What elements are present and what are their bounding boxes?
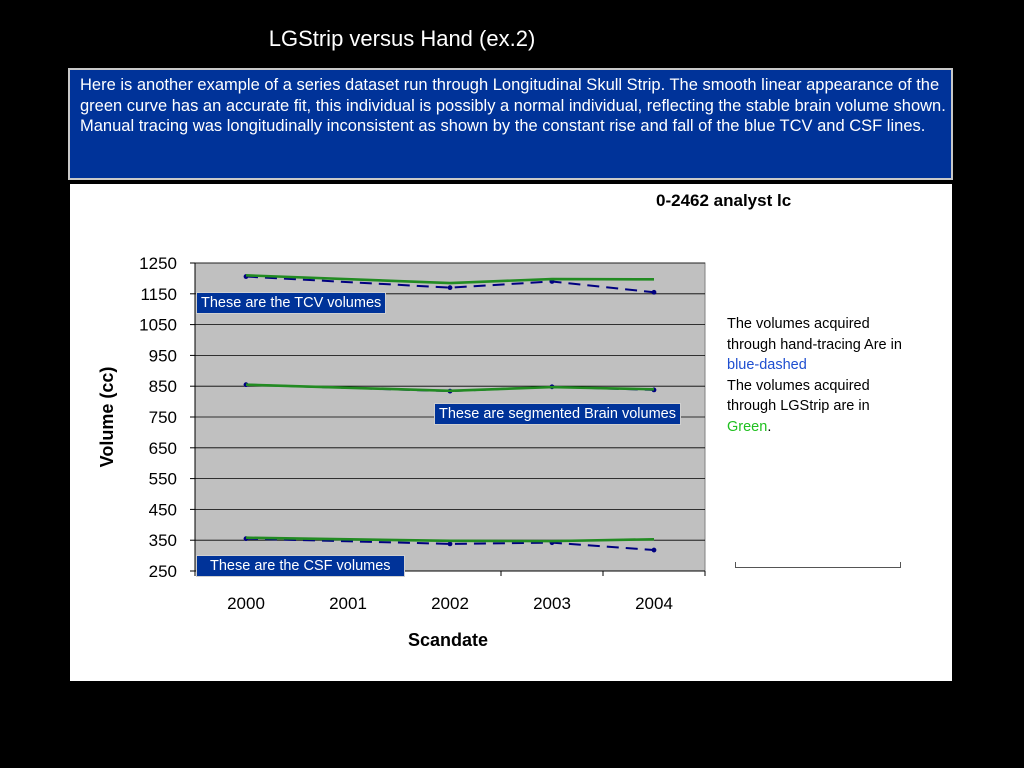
- y-axis-title: Volume (cc): [97, 367, 117, 468]
- series-csf-hand: [245, 537, 655, 552]
- point-csf-hand-2002: [447, 541, 453, 547]
- y-tick-1050: 1050: [139, 316, 177, 335]
- series-brain-lgstrip: [245, 383, 655, 393]
- legend-note-hand: The volumes acquired through hand-tracin…: [727, 316, 902, 353]
- point-csf-hand-2004: [651, 547, 657, 553]
- series-lines: [243, 274, 657, 553]
- x-tick-2002: 2002: [431, 594, 469, 613]
- y-tick-labels: 250 350 450 550 650 750 850 950 1050 1150 1250: [139, 254, 177, 581]
- y-tick-550: 550: [149, 470, 177, 489]
- x-tick-labels: 2000 2001 2002 2003 2004: [194, 571, 706, 613]
- point-tcv-hand-2004: [651, 289, 657, 295]
- series-tcv-hand: [245, 275, 655, 294]
- description-box: Here is another example of a series data…: [68, 68, 953, 180]
- slide-title: LGStrip versus Hand (ex.2): [268, 26, 536, 51]
- series-tcv-lgstrip: [245, 274, 655, 285]
- y-tick-1250: 1250: [139, 254, 177, 273]
- y-tick-450: 450: [149, 500, 177, 519]
- y-tick-1150: 1150: [140, 285, 177, 304]
- series-csf-lgstrip: [245, 536, 655, 543]
- bracket-decoration: [735, 562, 901, 568]
- callout-brain: These are segmented Brain volumes: [434, 403, 681, 425]
- chart-title: 0-2462 analyst lc: [656, 191, 792, 210]
- y-tick-250: 250: [149, 562, 177, 581]
- legend-note-lgstrip: The volumes acquired through LGStrip are…: [727, 377, 870, 415]
- x-axis-title: Scandate: [408, 630, 488, 650]
- x-tick-2004: 2004: [635, 594, 673, 613]
- y-tick-650: 650: [149, 439, 177, 458]
- chart-panel: 0-2462 analyst lc 250 350 450 550 650 750 850 9…: [70, 184, 952, 681]
- callout-tcv: These are the TCV volumes: [196, 292, 387, 314]
- legend-note: The volumes acquired through hand-tracin…: [727, 314, 907, 437]
- point-tcv-hand-2002: [447, 285, 453, 291]
- legend-note-blue-word: blue-dashed: [727, 357, 807, 373]
- legend-note-green-word: Green: [727, 418, 768, 435]
- callout-csf: These are the CSF volumes: [196, 555, 405, 577]
- x-tick-2000: 2000: [227, 594, 265, 613]
- x-tick-2001: 2001: [329, 594, 367, 613]
- legend-note-period: .: [767, 418, 772, 435]
- y-tick-950: 950: [149, 346, 177, 365]
- y-tick-850: 850: [149, 377, 177, 396]
- x-tick-2003: 2003: [533, 594, 571, 613]
- y-tick-350: 350: [149, 531, 177, 550]
- y-tick-750: 750: [149, 408, 177, 427]
